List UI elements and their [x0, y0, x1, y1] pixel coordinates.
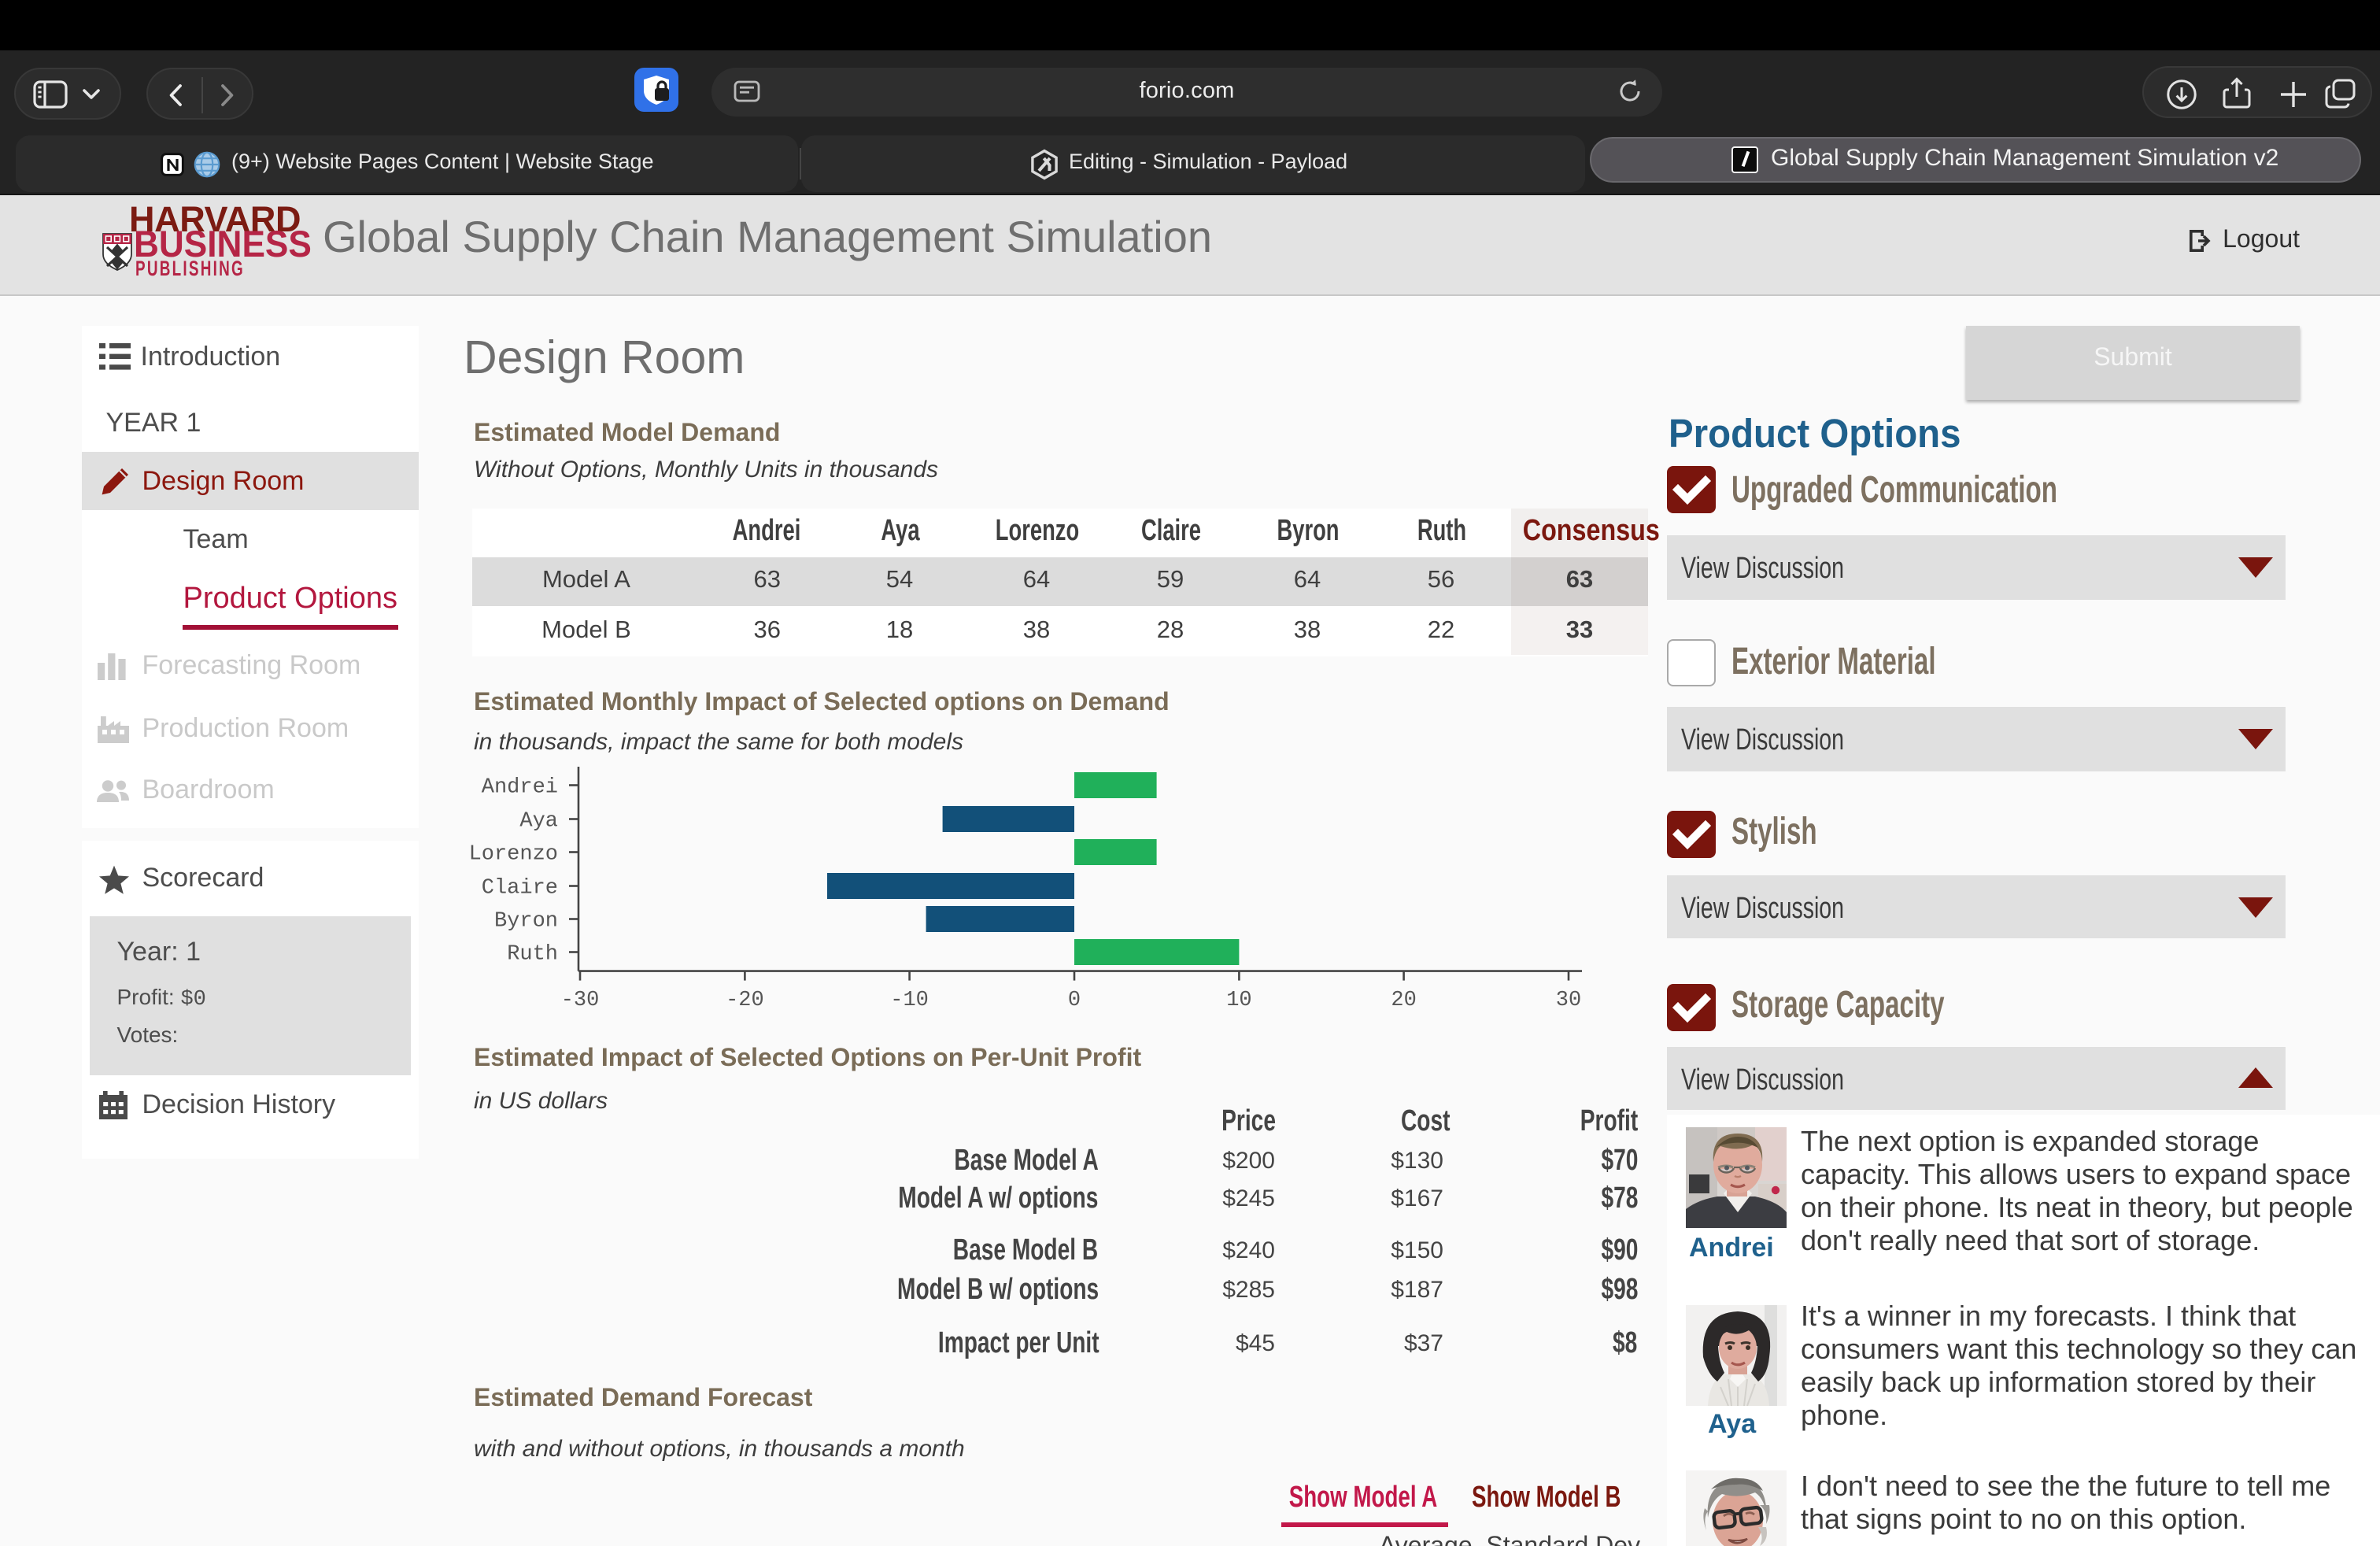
svg-text:Byron: Byron [494, 910, 558, 934]
svg-text:-30: -30 [561, 989, 600, 1012]
svg-text:30: 30 [1556, 989, 1581, 1012]
svg-text:Ruth: Ruth [507, 943, 558, 967]
svg-text:0: 0 [1068, 989, 1081, 1012]
svg-text:Lorenzo: Lorenzo [469, 843, 558, 867]
svg-text:10: 10 [1226, 989, 1251, 1012]
svg-text:20: 20 [1391, 989, 1416, 1012]
svg-text:Aya: Aya [519, 810, 558, 834]
svg-text:Claire: Claire [482, 877, 558, 901]
svg-text:-10: -10 [890, 989, 929, 1012]
svg-text:-20: -20 [726, 989, 764, 1012]
svg-text:Andrei: Andrei [482, 776, 558, 800]
